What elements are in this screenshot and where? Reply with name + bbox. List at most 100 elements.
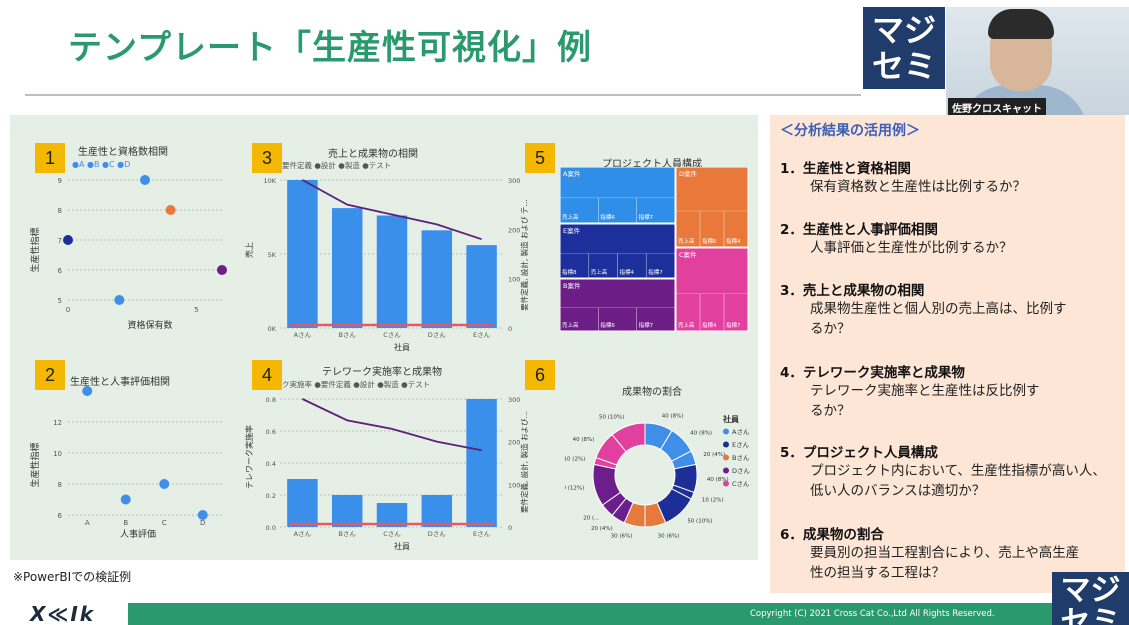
treemap-item-label: 指標6: [600, 213, 615, 221]
donut-label: 40 (8%): [573, 437, 595, 443]
chart-y2tick: 0: [508, 524, 512, 532]
footer-band: [128, 603, 1058, 625]
chart-ytick: 0.6: [266, 428, 276, 436]
treemap-subcell: [645, 253, 676, 279]
bar: [287, 479, 318, 527]
treemap-cell: [560, 223, 676, 279]
usage-item-text: 保有資格数と生産性は比例するか？: [810, 179, 1026, 195]
chart2-xtick: C: [162, 519, 167, 527]
donut-slice: [611, 422, 646, 453]
chart1-ytick: 6: [58, 267, 63, 275]
treemap-item-label: 指標4: [726, 237, 741, 245]
treemap-item-label: 指標8: [562, 268, 577, 276]
chart-xtick: Dさん: [428, 530, 447, 538]
chart-xtick: Bさん: [338, 530, 356, 538]
treemap-subcell: [675, 293, 701, 332]
chart-ytick: 0K: [268, 325, 277, 333]
chart2-point: [82, 386, 93, 396]
usage-item-text: テレワーク実施率と生産性は反比例するか？: [810, 383, 1040, 419]
usage-item-text: 成果物生産性と個人別の売上高は、比例するか？: [810, 301, 1067, 337]
donut-label: 10 (2%): [565, 456, 585, 462]
treemap-subcell: [598, 307, 637, 332]
donut-label: 40 (8%): [662, 413, 684, 419]
treemap-subcell: [598, 197, 637, 224]
usage-item-heading: 2．生産性と人事評価相関: [780, 222, 938, 238]
chart-number-5: 5: [525, 143, 555, 173]
treemap-group-label: E案件: [563, 226, 581, 235]
bar: [331, 495, 363, 527]
donut-label: 40 (8%): [707, 477, 729, 483]
chart4-legend: ク実施率 ●要件定義 ●設計 ●製造 ●テスト: [282, 380, 431, 389]
chart-xtick: Cさん: [383, 530, 401, 538]
chart6-title: 成果物の割合: [622, 387, 682, 398]
treemap-item-label: 売上高: [678, 321, 695, 329]
chart3-legend: 要件定義 ●設計 ●製造 ●テスト: [282, 161, 392, 170]
chart1-ytick: 5: [58, 297, 62, 305]
donut-label: 10 (2%): [702, 498, 724, 504]
legend-swatch: [723, 454, 729, 461]
chart4-xlabel: 社員: [394, 541, 410, 551]
bar: [287, 180, 318, 328]
trend-line: [302, 398, 482, 452]
chart1-title: 生産性と資格数相関: [78, 147, 168, 158]
chart2-xtick: A: [85, 519, 90, 527]
donut-label: 60 (12%): [565, 486, 584, 492]
treemap-item-label: 売上高: [562, 213, 579, 221]
legend-swatch: [723, 441, 729, 448]
treemap-item-label: 指標4: [620, 268, 635, 276]
treemap-item-label: 売上高: [591, 268, 608, 276]
chart-ytick: 0.2: [266, 492, 276, 500]
presenter-hair: [988, 9, 1054, 39]
legend-label: Eさん: [732, 441, 750, 449]
chart4-title: テレワーク実施率と成果物: [322, 367, 442, 378]
usage-item-heading: 1．生産性と資格相関: [780, 161, 911, 177]
usage-item-heading: 4．テレワーク実施率と成果物: [780, 365, 965, 381]
chart2-ytick: 8: [58, 481, 62, 489]
logo-line-1: マジ: [871, 11, 936, 49]
chart-xtick: Bさん: [338, 331, 356, 339]
chart3-xlabel: 社員: [394, 342, 410, 352]
chart1-point: [63, 235, 73, 245]
usage-item-6: 6．成果物の割合 要員別の担当工程割合により、売上や高生産性の担当する工程は？: [780, 523, 1120, 583]
treemap-item-label: 指標6: [600, 321, 615, 329]
chart-y2tick: 200: [508, 439, 520, 447]
chart-number-2: 2: [35, 360, 65, 390]
chart2-ylabel: 生産性指標: [30, 442, 41, 487]
chart3-y2label: 要件定義, 設計, 製造 および テ…: [519, 199, 529, 311]
bar: [376, 215, 408, 328]
chart-y2tick: 300: [508, 177, 520, 185]
usage-item-5: 5．プロジェクト人員構成 プロジェクト内において、生産性指標が高い人、低い人のバ…: [780, 441, 1120, 501]
chart1-ytick: 9: [58, 177, 62, 185]
treemap-subcell: [560, 253, 590, 279]
chart2-ytick: 10: [53, 450, 62, 458]
treemap-subcell: [723, 293, 749, 332]
usage-item-text: 要員別の担当工程割合により、売上や高生産性の担当する工程は？: [810, 545, 1080, 581]
usage-item-2: 2．生産性と人事評価相関 人事評価と生産性が比例するか？: [780, 218, 1120, 258]
treemap-item-label: 指標7: [726, 321, 741, 329]
chart-xtick: Aさん: [294, 331, 312, 339]
chart1-point: [217, 265, 227, 275]
slide-title: テンプレート「生産性可視化」例: [68, 28, 592, 68]
chart-y2tick: 0: [508, 325, 512, 333]
treemap-subcell: [699, 210, 725, 248]
side-header: ＜分析結果の活用例＞: [780, 123, 920, 139]
bar: [331, 208, 363, 328]
chart1-xlabel: 資格保有数: [127, 319, 172, 331]
legend-label: Aさん: [732, 428, 750, 436]
chart1-ytick: 7: [58, 237, 62, 245]
legend-label: Bさん: [732, 454, 750, 462]
chart3-ylabel: 売上: [244, 242, 254, 258]
chart2-ytick: 12: [53, 419, 62, 427]
chart-ytick: 0.4: [266, 460, 276, 468]
treemap-item-label: 指標7: [639, 321, 654, 329]
logo-line-2: セミ: [871, 47, 936, 85]
chart2-xlabel: 人事評価: [120, 528, 156, 540]
usage-item-heading: 3．売上と成果物の相関: [780, 283, 925, 299]
chart-xtick: Eさん: [473, 331, 491, 339]
treemap-group-label: B案件: [563, 281, 581, 290]
chart-y2tick: 200: [508, 226, 520, 234]
donut-label: 50 (10%): [687, 518, 712, 524]
chart-y2tick: 300: [508, 396, 520, 404]
